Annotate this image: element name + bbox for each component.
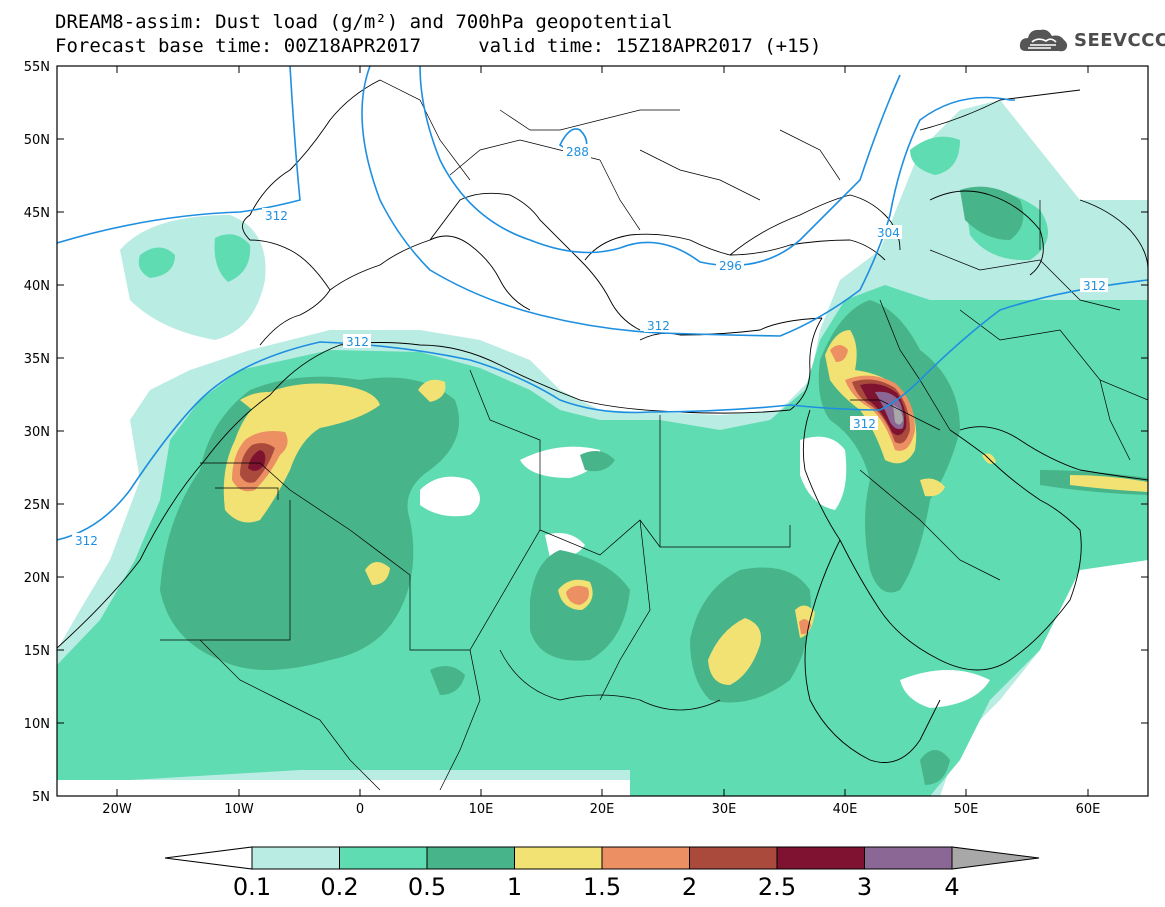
colorbar-label: 0.5 <box>407 873 447 901</box>
lat-label: 55N <box>24 60 50 75</box>
lat-label: 50N <box>24 133 50 148</box>
forecast-time-info: Forecast base time: 00Z18APR2017 valid t… <box>55 35 822 57</box>
contour-label: 312 <box>75 534 98 548</box>
colorbar-label: 4 <box>944 873 960 901</box>
colorbar-segment <box>514 846 603 870</box>
contour-label: 304 <box>877 226 900 240</box>
coastlines <box>57 79 1148 763</box>
lat-label: 35N <box>24 352 50 367</box>
colorbar-label: 3 <box>856 873 873 901</box>
lon-label: 20W <box>102 802 132 817</box>
lon-label: 60E <box>1076 802 1101 817</box>
lat-label: 20N <box>24 571 50 586</box>
lat-label: 15N <box>24 644 50 659</box>
colorbar-segment <box>776 846 865 870</box>
lon-label: 30E <box>712 802 737 817</box>
colorbar-label: 1.5 <box>582 873 622 901</box>
lon-label: 10W <box>224 802 254 817</box>
colorbar-segment <box>251 846 340 870</box>
lon-label: 20E <box>590 802 615 817</box>
colorbar-label: 0.2 <box>320 873 359 901</box>
colorbar-max-arrow <box>951 846 1040 870</box>
latitude-labels: 55N 50N 45N 40N 35N 30N 25N 20N 15N 10N … <box>24 60 50 805</box>
axis-ticks <box>57 66 1148 796</box>
contour-label: 312 <box>346 335 369 349</box>
lon-label: 10E <box>469 802 494 817</box>
contour-label: 312 <box>1083 279 1106 293</box>
dust-level-4-area <box>893 405 903 425</box>
lon-label: 0 <box>356 802 364 817</box>
contour-labels: 312 312 312 312 312 312 304 296 288 <box>72 144 1108 548</box>
lat-label: 30N <box>24 425 50 440</box>
lat-label: 45N <box>24 206 50 221</box>
colorbar-segment <box>864 846 953 870</box>
map-title: DREAM8-assim: Dust load (g/m²) and 700hP… <box>55 11 673 33</box>
longitude-labels: 20W 10W 0 10E 20E 30E 40E 50E 60E <box>102 802 1100 817</box>
contour-label: 312 <box>265 209 288 223</box>
colorbar-label: 0.1 <box>232 873 272 901</box>
lat-label: 5N <box>32 790 50 805</box>
contour-label: 312 <box>647 319 670 333</box>
colorbar <box>164 846 1040 870</box>
logo-text: SEEVCCC <box>1074 29 1165 51</box>
colorbar-label: 2.5 <box>757 873 797 901</box>
lat-label: 10N <box>24 717 50 732</box>
colorbar-segment <box>339 846 428 870</box>
lat-label: 25N <box>24 498 50 513</box>
contour-label: 296 <box>719 259 742 273</box>
colorbar-label: 1 <box>506 873 523 901</box>
colorbar-segment <box>426 846 515 870</box>
cloud-icon <box>1019 29 1068 52</box>
seevccc-logo: SEEVCCC <box>1018 25 1165 55</box>
colorbar-segment <box>601 846 690 870</box>
lon-label: 40E <box>833 802 858 817</box>
lat-label: 40N <box>24 279 50 294</box>
contour-label: 312 <box>853 417 876 431</box>
colorbar-segment <box>689 846 778 870</box>
colorbar-min-arrow <box>164 846 253 870</box>
lon-label: 50E <box>954 802 979 817</box>
contour-label: 288 <box>566 145 589 159</box>
country-borders <box>160 79 1148 791</box>
colorbar-label: 2 <box>681 873 698 901</box>
